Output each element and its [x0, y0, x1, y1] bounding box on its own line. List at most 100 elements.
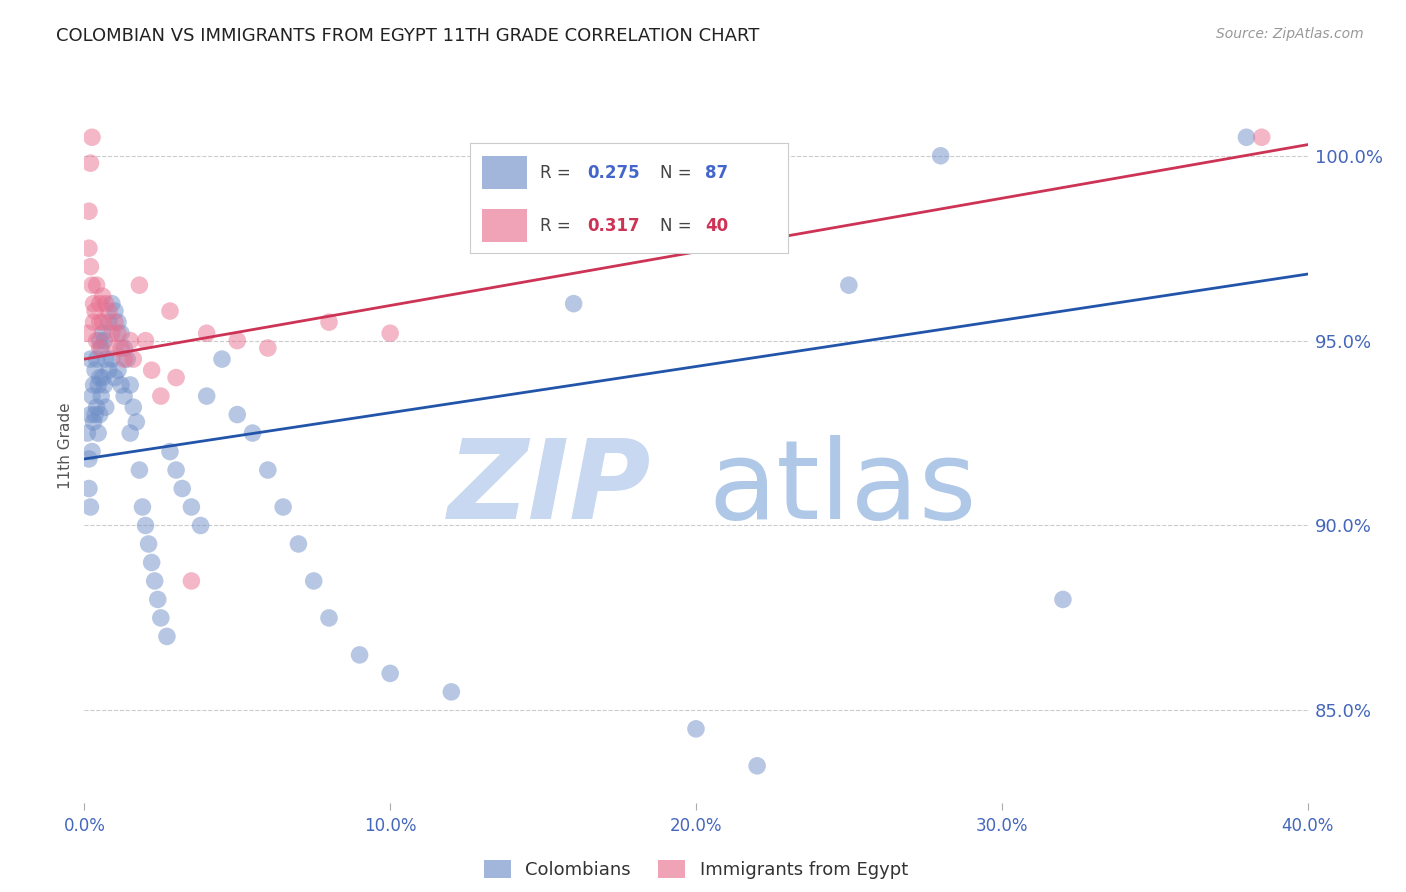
- Text: R =: R =: [540, 163, 575, 182]
- Point: [562, 296, 585, 310]
- Point: [257, 463, 280, 477]
- Point: [77, 482, 100, 496]
- Point: [87, 425, 110, 440]
- Point: [107, 363, 129, 377]
- Point: [84, 408, 107, 422]
- Point: [79, 500, 101, 514]
- Point: [79, 352, 101, 367]
- Point: [76, 326, 98, 341]
- Point: [257, 341, 280, 355]
- Point: [287, 537, 309, 551]
- Point: [180, 574, 202, 588]
- Point: [138, 537, 160, 551]
- Point: [83, 378, 105, 392]
- Point: [165, 463, 187, 477]
- Point: [122, 400, 145, 414]
- Point: [112, 389, 135, 403]
- Text: 0.275: 0.275: [588, 163, 640, 182]
- Point: [149, 611, 172, 625]
- Point: [128, 278, 150, 293]
- Bar: [482, 156, 527, 189]
- Point: [89, 315, 111, 329]
- Point: [146, 592, 169, 607]
- Point: [380, 326, 402, 341]
- Text: 87: 87: [704, 163, 728, 182]
- Point: [101, 352, 124, 367]
- Point: [685, 722, 707, 736]
- Point: [156, 629, 179, 643]
- Point: [91, 370, 114, 384]
- Point: [83, 315, 105, 329]
- Point: [180, 500, 202, 514]
- Point: [90, 341, 112, 355]
- Point: [211, 352, 233, 367]
- Point: [349, 648, 371, 662]
- Point: [94, 400, 117, 414]
- Point: [195, 326, 218, 341]
- Point: [110, 341, 132, 355]
- Text: atlas: atlas: [709, 435, 977, 542]
- Text: 40: 40: [704, 217, 728, 235]
- Point: [94, 296, 117, 310]
- Point: [141, 556, 163, 570]
- Point: [89, 334, 111, 348]
- Point: [747, 759, 769, 773]
- Point: [97, 363, 120, 377]
- Point: [84, 304, 107, 318]
- Point: [104, 341, 127, 355]
- Point: [91, 326, 114, 341]
- Point: [89, 408, 111, 422]
- Point: [318, 611, 340, 625]
- Point: [120, 334, 142, 348]
- Point: [86, 400, 108, 414]
- Point: [122, 352, 145, 367]
- Point: [91, 315, 114, 329]
- Point: [135, 334, 157, 348]
- Point: [80, 130, 103, 145]
- Point: [86, 278, 108, 293]
- Y-axis label: 11th Grade: 11th Grade: [58, 402, 73, 490]
- Point: [86, 352, 108, 367]
- Point: [86, 334, 108, 348]
- Point: [89, 341, 111, 355]
- Point: [242, 425, 264, 440]
- Point: [1250, 130, 1272, 145]
- Point: [172, 482, 194, 496]
- Point: [101, 296, 124, 310]
- Text: N =: N =: [661, 163, 697, 182]
- Point: [104, 304, 127, 318]
- Point: [93, 378, 115, 392]
- Point: [125, 415, 148, 429]
- Legend: Colombians, Immigrants from Egypt: Colombians, Immigrants from Egypt: [477, 853, 915, 887]
- Point: [131, 500, 153, 514]
- Point: [94, 352, 117, 367]
- Point: [143, 574, 166, 588]
- Point: [120, 425, 142, 440]
- Point: [79, 408, 101, 422]
- Point: [84, 363, 107, 377]
- Point: [76, 425, 98, 440]
- Point: [380, 666, 402, 681]
- Point: [97, 304, 120, 318]
- Point: [80, 278, 103, 293]
- Point: [97, 315, 120, 329]
- Point: [195, 389, 218, 403]
- Point: [101, 326, 124, 341]
- Point: [165, 370, 187, 384]
- Point: [107, 326, 129, 341]
- Point: [107, 315, 129, 329]
- Point: [80, 389, 103, 403]
- Point: [83, 296, 105, 310]
- Point: [1052, 592, 1074, 607]
- Point: [318, 315, 340, 329]
- Point: [440, 685, 463, 699]
- Point: [226, 408, 249, 422]
- Point: [141, 363, 163, 377]
- Point: [80, 444, 103, 458]
- Point: [271, 500, 294, 514]
- Point: [838, 278, 860, 293]
- Point: [87, 378, 110, 392]
- Point: [226, 334, 249, 348]
- Point: [104, 315, 127, 329]
- Point: [502, 167, 524, 181]
